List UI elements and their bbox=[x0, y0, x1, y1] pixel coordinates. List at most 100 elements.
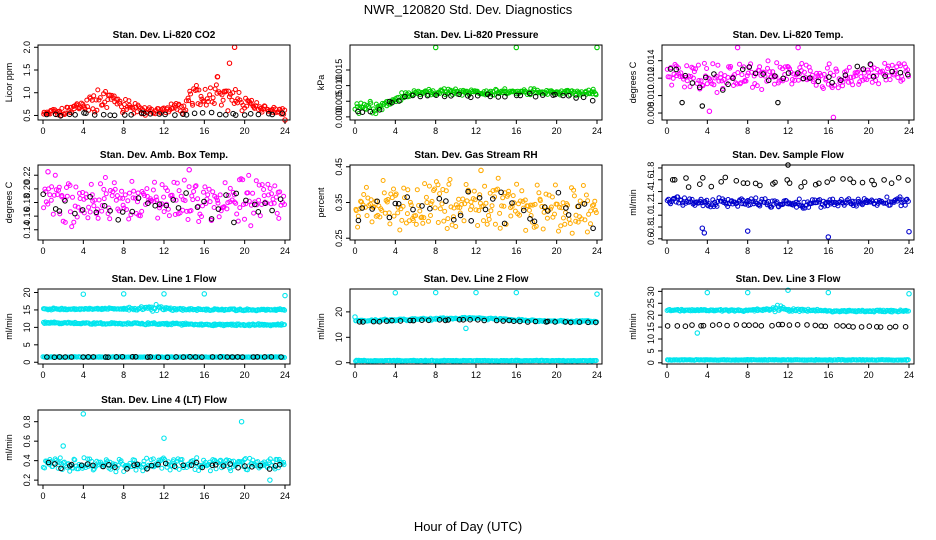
data-point bbox=[66, 111, 73, 118]
chart-panel: Stan. Dev. Line 2 Flow ml/min 0 4 8 12 16 20 24 0… bbox=[316, 274, 603, 380]
data-point bbox=[395, 210, 401, 216]
data-point bbox=[91, 93, 97, 99]
data-point bbox=[176, 188, 182, 194]
data-point bbox=[424, 92, 431, 99]
y-tick-label: 0.000 bbox=[334, 106, 344, 129]
data-point bbox=[153, 302, 159, 307]
data-point bbox=[215, 200, 221, 206]
data-point bbox=[126, 98, 132, 104]
data-point bbox=[381, 190, 387, 196]
data-point bbox=[129, 178, 135, 184]
data-point bbox=[571, 193, 577, 199]
data-point bbox=[75, 204, 81, 210]
data-point bbox=[79, 207, 86, 213]
data-point bbox=[859, 179, 866, 186]
x-tick-label: 0 bbox=[40, 370, 45, 380]
panel-title: Stan. Dev. Sample Flow bbox=[732, 150, 844, 161]
data-point bbox=[180, 207, 186, 213]
data-point bbox=[534, 182, 540, 188]
data-point bbox=[352, 314, 358, 320]
data-point bbox=[905, 357, 911, 363]
panels: Stan. Dev. Li-820 CO2 Licor ppm 0 4 8 12 16 20 2… bbox=[4, 30, 915, 501]
data-point bbox=[497, 210, 503, 216]
data-point bbox=[281, 307, 287, 312]
y-tick-label: 0.012 bbox=[646, 67, 656, 90]
data-point bbox=[887, 77, 893, 83]
data-point bbox=[120, 195, 126, 201]
data-point bbox=[476, 208, 482, 213]
data-point bbox=[56, 208, 63, 214]
data-point bbox=[552, 319, 558, 325]
x-tick-label: 8 bbox=[745, 246, 750, 256]
data-point bbox=[190, 102, 196, 108]
data-point bbox=[752, 180, 759, 187]
data-point bbox=[242, 216, 247, 222]
data-point bbox=[432, 44, 439, 51]
x-tick-label: 0 bbox=[352, 246, 357, 256]
data-point bbox=[588, 318, 594, 324]
data-point bbox=[212, 86, 218, 92]
data-point bbox=[129, 354, 136, 360]
data-point bbox=[456, 316, 463, 323]
data-point bbox=[845, 323, 852, 330]
data-point bbox=[254, 100, 260, 106]
data-point bbox=[151, 305, 157, 311]
data-point bbox=[673, 199, 679, 205]
data-point bbox=[125, 198, 131, 204]
data-point bbox=[282, 355, 287, 360]
data-point bbox=[111, 180, 117, 186]
data-point bbox=[902, 202, 908, 208]
data-point bbox=[262, 200, 268, 206]
data-point bbox=[583, 192, 589, 198]
x-tick-label: 8 bbox=[121, 491, 126, 501]
data-point bbox=[825, 289, 832, 296]
data-point bbox=[88, 181, 94, 187]
data-point bbox=[261, 193, 267, 199]
data-point bbox=[684, 63, 690, 69]
data-point bbox=[858, 324, 865, 330]
data-point bbox=[243, 456, 248, 462]
data-point bbox=[265, 181, 271, 187]
data-point bbox=[840, 176, 846, 182]
data-point bbox=[869, 197, 875, 203]
data-point bbox=[249, 97, 255, 103]
data-point bbox=[779, 321, 786, 328]
data-point bbox=[223, 88, 229, 94]
data-point bbox=[124, 207, 129, 212]
data-point bbox=[236, 90, 242, 95]
data-point bbox=[427, 205, 433, 212]
plot-frame bbox=[37, 409, 291, 486]
x-tick-label: 24 bbox=[904, 370, 914, 380]
x-tick-label: 12 bbox=[471, 370, 481, 380]
data-point bbox=[874, 67, 880, 72]
y-tick-label: 0 bbox=[646, 360, 656, 365]
data-point bbox=[188, 91, 194, 97]
data-point bbox=[224, 322, 230, 328]
data-point bbox=[681, 308, 687, 314]
data-point bbox=[410, 206, 416, 213]
data-point bbox=[539, 92, 546, 98]
y-tick-label: 1.6 bbox=[646, 174, 656, 187]
data-point bbox=[854, 357, 860, 363]
data-point bbox=[224, 206, 230, 212]
data-point bbox=[56, 306, 62, 312]
data-point bbox=[235, 464, 241, 471]
data-point bbox=[80, 354, 86, 360]
data-point bbox=[772, 179, 778, 186]
data-point bbox=[384, 199, 390, 205]
data-point bbox=[244, 103, 250, 109]
data-point bbox=[130, 195, 136, 201]
data-point bbox=[846, 64, 852, 70]
data-point bbox=[892, 68, 898, 74]
x-tick-label: 20 bbox=[552, 246, 562, 256]
data-point bbox=[846, 79, 851, 85]
data-point bbox=[154, 197, 160, 203]
data-point bbox=[207, 92, 213, 98]
data-point bbox=[416, 203, 422, 208]
data-point bbox=[877, 324, 884, 330]
data-point bbox=[121, 102, 127, 107]
data-point bbox=[112, 464, 118, 471]
data-point bbox=[152, 179, 157, 185]
panel-title: Stan. Dev. Line 2 Flow bbox=[424, 274, 529, 285]
data-point bbox=[57, 455, 63, 461]
